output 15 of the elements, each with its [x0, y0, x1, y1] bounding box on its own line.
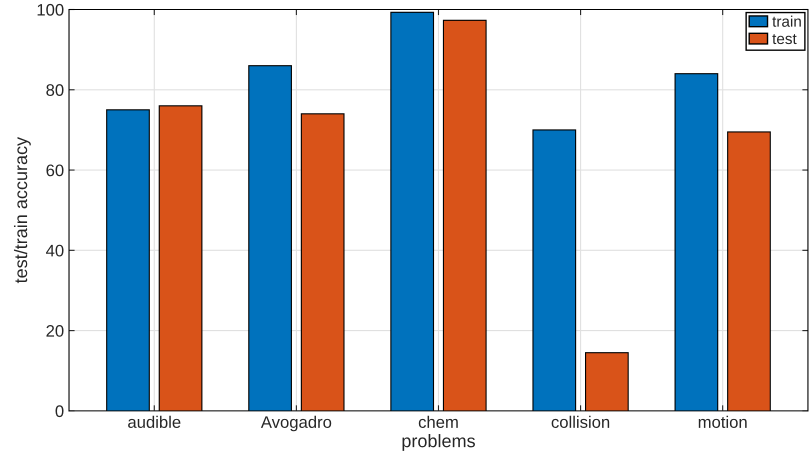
y-tick-label: 0 [56, 405, 64, 418]
legend-label: test [772, 34, 797, 44]
x-tick-label: motion [698, 416, 747, 428]
y-tick-label: 60 [46, 164, 64, 176]
x-tick-label: collision [552, 416, 610, 428]
x-tick-label: Avogadro [260, 416, 332, 432]
y-tick-label: 20 [46, 325, 64, 337]
y-tick-label: 40 [46, 244, 64, 257]
y-tick-label: 100 [38, 4, 64, 16]
y-tick-label: 80 [46, 84, 64, 96]
y-axis-title: test/train accuracy [14, 136, 31, 284]
legend-label: train [772, 16, 801, 27]
x-axis-title: problems [402, 434, 475, 451]
x-tick-label: audible [128, 416, 180, 428]
x-tick-label: chem [418, 416, 458, 428]
